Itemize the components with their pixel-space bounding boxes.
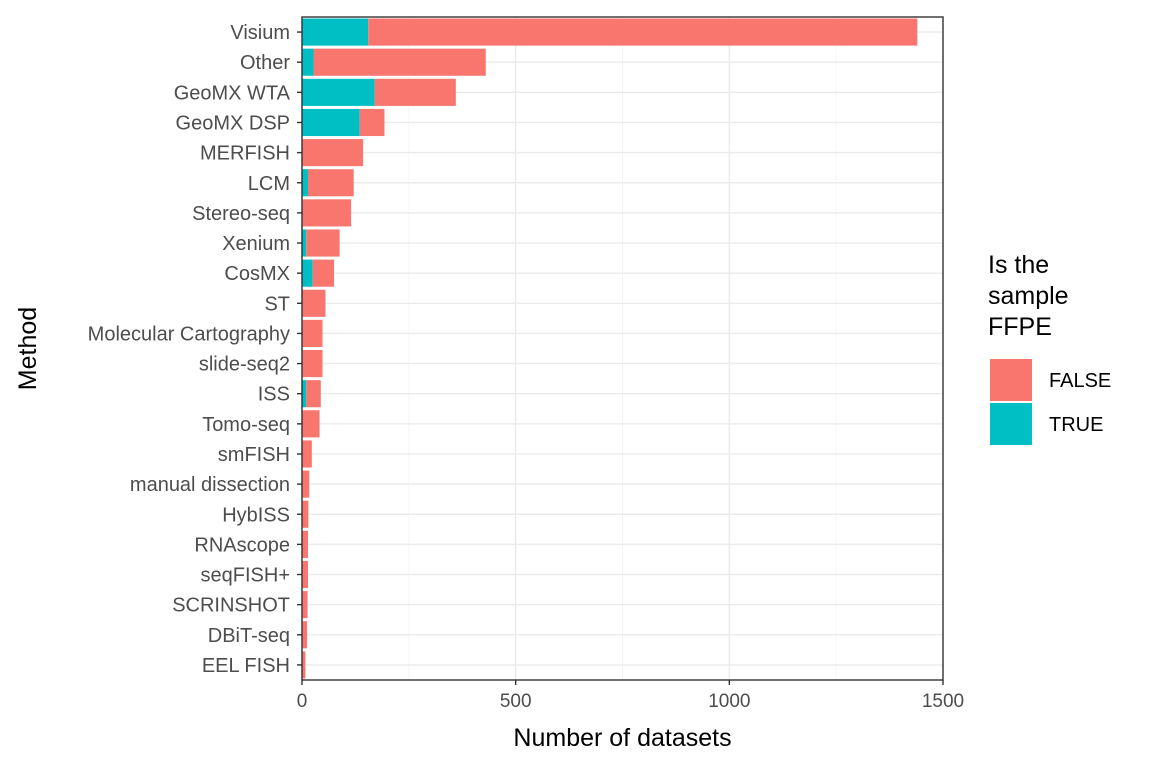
category-label: Xenium (222, 233, 290, 255)
category-label: smFISH (218, 444, 290, 466)
bar-true-geomx-dsp (302, 108, 360, 137)
panel-border (301, 16, 944, 681)
bar-false-molecular-cartography (302, 319, 323, 347)
y-axis-title: Method (14, 307, 42, 390)
bar-true-iss (302, 380, 307, 408)
bar-false-st (302, 289, 326, 317)
category-label: EEL FISH (202, 655, 290, 677)
category-label: DBiT-seq (208, 625, 290, 647)
legend-title-line: Is the (988, 251, 1049, 279)
x-axis-title: Number of datasets (513, 724, 731, 752)
bar-false-stereo-seq (302, 199, 352, 227)
category-label: seqFISH+ (201, 565, 290, 587)
bars (302, 18, 918, 679)
category-label: Tomo-seq (202, 414, 290, 436)
category-labels: Visium Other GeoMX WTA GeoMX DSP MERFISH LCM S… (88, 22, 302, 677)
bar-true-cosmx (302, 259, 313, 287)
legend-label-false: FALSE (1049, 370, 1111, 392)
category-label: Visium (230, 22, 290, 44)
x-tick-label: 0 (297, 691, 308, 712)
bar-false-geomx-wta (374, 78, 456, 106)
bar-false-scrinshot (302, 591, 308, 619)
category-label: slide-seq2 (199, 354, 290, 376)
bar-true-xenium (302, 229, 307, 257)
bar-false-xenium (306, 229, 340, 257)
category-label: Other (240, 52, 290, 74)
x-tick-label: 1500 (922, 691, 964, 712)
legend-label-true: TRUE (1049, 414, 1103, 436)
legend-title-line: FFPE (988, 313, 1052, 341)
legend-title-line: sample (988, 282, 1069, 310)
category-label: Molecular Cartography (88, 323, 290, 345)
bar-true-geomx-wta (302, 78, 375, 106)
legend-key-true (990, 403, 1032, 445)
x-tick-label: 500 (500, 691, 532, 712)
bar-true-visium (302, 18, 369, 46)
legend: Is the sample FFPE FALSE TRUE (988, 251, 1111, 445)
category-label: CosMX (224, 263, 290, 285)
bar-false-geomx-dsp (359, 108, 385, 137)
bar-true-other (302, 48, 314, 76)
bar-false-tomo-seq (302, 410, 320, 438)
category-label: LCM (248, 173, 290, 195)
bar-false-rnascope (302, 530, 308, 558)
x-tick-label: 1000 (708, 691, 750, 712)
bar-false-cosmx (312, 259, 335, 287)
bar-false-seqfish- (302, 560, 308, 589)
x-tick-labels: 0 500 1000 1500 (297, 680, 964, 712)
bar-false-hybiss (302, 500, 309, 528)
bar-false-other (313, 48, 486, 76)
category-label: RNAscope (194, 534, 290, 556)
grid-lines (301, 17, 944, 680)
category-label: Stereo-seq (192, 203, 290, 225)
bar-false-visium (368, 18, 918, 46)
bar-false-eel-fish (302, 651, 306, 679)
category-label: HybISS (222, 504, 290, 526)
bar-false-smfish (302, 440, 312, 468)
bar-false-merfish (302, 139, 364, 167)
category-label: SCRINSHOT (172, 595, 290, 617)
category-label: GeoMX DSP (176, 112, 290, 134)
bar-false-lcm (307, 169, 354, 197)
bar-true-lcm (302, 169, 308, 197)
legend-key-false (990, 359, 1032, 401)
bar-false-manual-dissection (302, 470, 310, 498)
category-label: ISS (258, 384, 290, 406)
category-label: MERFISH (200, 143, 290, 165)
category-label: GeoMX WTA (174, 82, 291, 104)
category-label: manual dissection (130, 474, 290, 496)
bar-false-slide-seq2 (302, 350, 323, 378)
bar-false-iss (306, 380, 321, 408)
bar-false-dbit-seq (302, 621, 308, 649)
category-label: ST (264, 293, 290, 315)
